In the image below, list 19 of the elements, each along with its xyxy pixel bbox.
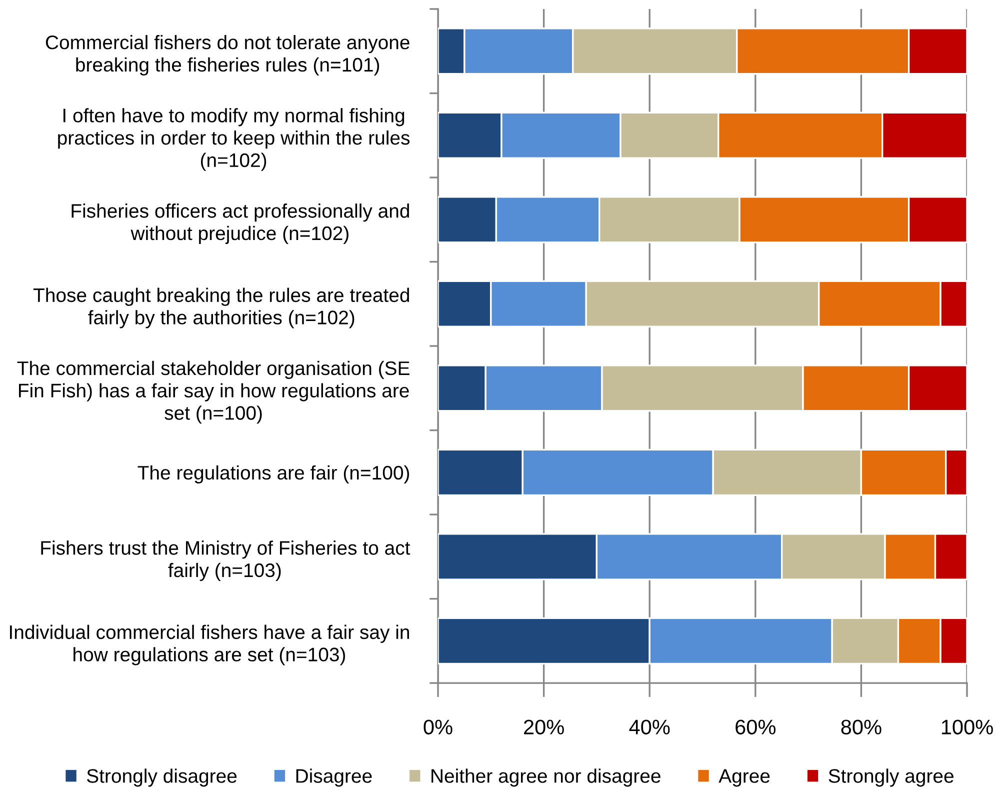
legend-label: Disagree [296,768,372,787]
legend-label: Strongly disagree [86,768,237,787]
legend-label: Strongly agree [828,768,954,787]
legend-label: Agree [718,769,770,787]
y-tick-label: Fishers trust the Ministry of Fisheries to act fairly (n=103) [41,540,410,582]
y-tick-label: Commercial fishers do not tolerate anyone breaking the fisheries rules (n=101) [46,35,410,76]
y-tick-label: The regulations are fair (n=100) [138,465,410,484]
y-tick-label: Those caught breaking the rules are treated fairly by the authorities (n=102) [33,288,409,328]
legend-label: Neither agree nor disagree [432,768,660,787]
y-tick-label: I often have to modify my normal fishing practices in order to keep within the rules (n=102) [58,108,410,171]
x-tick-label: 0% [424,720,452,734]
x-tick-label: 100% [942,720,993,734]
y-tick-label: The commercial stakeholder organisation (SE Fin Fish) has a fair say in how regulations are set (n=100) [17,360,410,424]
x-tick-label: 80% [841,720,882,734]
x-tick-label: 40% [629,720,670,734]
x-tick-label: 60% [736,720,776,734]
x-tick-label: 20% [524,720,564,734]
y-tick-label: Fisheries officers act professionally and without prejudice (n=102) [72,204,409,244]
y-tick-label: Individual commercial fishers have a fair say in how regulations are set (n=103) [10,624,409,666]
